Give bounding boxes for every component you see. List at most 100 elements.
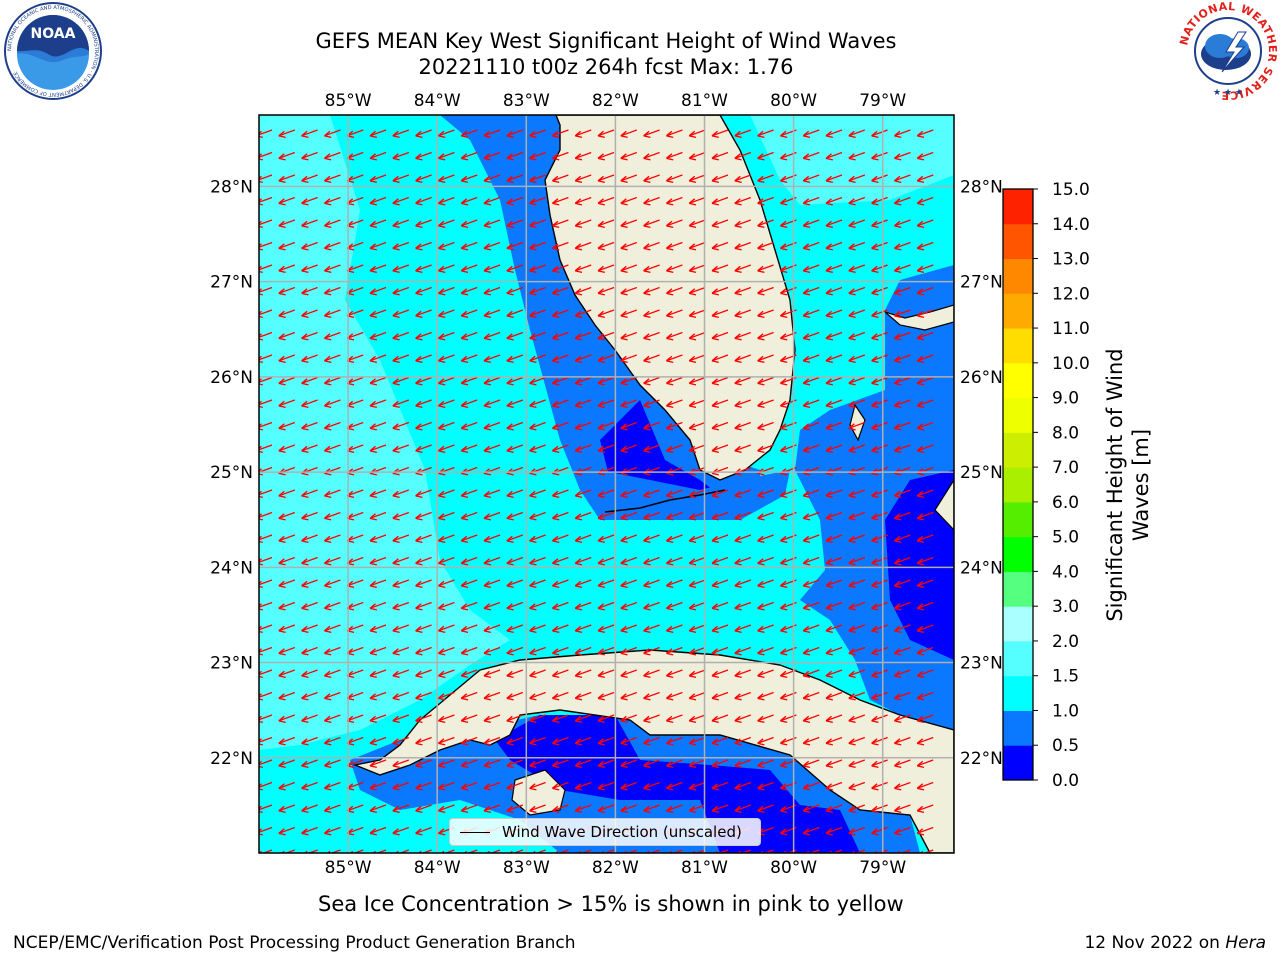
wave-direction-arrow [438, 264, 455, 274]
wave-direction-arrow [757, 534, 774, 544]
wave-direction-arrow [848, 354, 866, 364]
wave-direction-arrow [711, 151, 729, 161]
lon-label-bottom: 82°W [592, 858, 639, 878]
wave-direction-arrow [688, 286, 706, 296]
wave-direction-arrow [848, 489, 866, 499]
colorbar-segment [1003, 710, 1033, 746]
colorbar-tick-label: 4.0 [1052, 562, 1079, 582]
wave-direction-arrow [734, 309, 752, 319]
colorbar-segment [1003, 293, 1033, 329]
wave-direction-arrow [757, 331, 774, 341]
chart-title: GEFS MEAN Key West Significant Height of… [315, 29, 897, 53]
wave-direction-arrow [688, 624, 706, 634]
wave-direction-arrow [894, 421, 911, 431]
wave-direction-arrow [666, 804, 683, 814]
colorbar-tick-label: 11.0 [1052, 319, 1090, 339]
wave-direction-arrow [506, 286, 524, 296]
wave-direction-arrow [871, 736, 888, 746]
wave-direction-arrow [825, 196, 843, 206]
wave-direction-arrow [757, 421, 774, 431]
wave-direction-arrow [848, 579, 866, 589]
wave-direction-arrow [392, 196, 410, 206]
wave-direction-arrow [483, 286, 501, 296]
wave-direction-arrow [894, 376, 911, 386]
legend-label: Wind Wave Direction (unscaled) [502, 823, 742, 841]
wave-direction-arrow [597, 714, 615, 724]
wave-direction-arrow [666, 354, 683, 364]
wave-direction-arrow [438, 579, 455, 589]
wave-direction-arrow [825, 309, 843, 319]
wave-direction-arrow [688, 376, 706, 386]
wave-direction-arrow [278, 421, 296, 431]
wave-direction-arrow [734, 736, 752, 746]
wave-direction-arrow [688, 174, 706, 184]
wave-direction-arrow [894, 264, 911, 274]
wave-direction-arrow [278, 331, 296, 341]
wave-direction-arrow [757, 309, 774, 319]
wave-direction-arrow [666, 286, 683, 296]
wave-direction-arrow [301, 174, 318, 184]
wave-direction-arrow [688, 669, 706, 679]
wave-direction-arrow [643, 151, 660, 161]
wave-direction-arrow [643, 511, 660, 521]
wave-direction-arrow [278, 309, 296, 319]
wave-direction-arrow [916, 376, 934, 386]
wave-direction-arrow [757, 759, 774, 769]
wave-direction-arrow [529, 669, 546, 679]
wave-direction-arrow [483, 669, 501, 679]
wave-direction-arrow [802, 714, 820, 724]
wave-direction-arrow [643, 421, 660, 431]
wave-direction-arrow [574, 669, 592, 679]
wave-direction-arrow [506, 309, 524, 319]
wave-direction-arrow [529, 759, 546, 769]
wave-direction-arrow [415, 421, 432, 431]
wave-direction-arrow [734, 781, 752, 791]
colorbar-segment [1003, 675, 1033, 711]
wave-direction-arrow [894, 219, 911, 229]
wave-direction-arrow [483, 151, 501, 161]
lat-label-right: 22°N [960, 749, 1003, 769]
wave-direction-arrow [734, 174, 752, 184]
wave-direction-arrow [392, 534, 410, 544]
colorbar-segment [1003, 467, 1033, 503]
wave-direction-arrow [552, 691, 569, 701]
wave-direction-arrow [711, 534, 729, 544]
lat-label-right: 23°N [960, 654, 1003, 674]
wave-direction-arrow [871, 421, 888, 431]
wave-direction-arrow [916, 444, 934, 454]
wave-direction-arrow [802, 624, 820, 634]
wave-direction-arrow [392, 241, 410, 251]
wave-direction-arrow [620, 781, 638, 791]
wave-direction-arrow [894, 241, 911, 251]
wave-direction-arrow [666, 241, 683, 251]
wave-direction-arrow [757, 646, 774, 656]
lat-label-left: 22°N [210, 749, 253, 769]
wave-direction-arrow [278, 804, 296, 814]
wave-direction-arrow [506, 399, 524, 409]
wave-direction-arrow [666, 646, 683, 656]
colorbar-frame [1002, 188, 1034, 781]
wave-direction-arrow [848, 286, 866, 296]
wave-direction-arrow [597, 759, 615, 769]
wave-direction-arrow [301, 826, 318, 836]
wave-direction-arrow [734, 376, 752, 386]
wave-direction-arrow [916, 736, 934, 746]
wave-direction-arrow [848, 264, 866, 274]
wave-direction-arrow [552, 804, 569, 814]
wave-direction-arrow [392, 759, 410, 769]
wave-direction-arrow [711, 489, 729, 499]
wave-direction-arrow [711, 241, 729, 251]
wave-direction-arrow [688, 354, 706, 364]
wave-direction-arrow [483, 534, 501, 544]
wave-direction-arrow [711, 646, 729, 656]
wave-direction-arrow [438, 601, 455, 611]
wave-direction-arrow [392, 736, 410, 746]
wave-direction-arrow [916, 196, 934, 206]
wave-direction-arrow [552, 264, 569, 274]
wave-direction-arrow [460, 309, 478, 319]
wave-direction-arrow [666, 601, 683, 611]
wave-direction-arrow [871, 804, 888, 814]
wave-direction-arrow [871, 489, 888, 499]
wave-direction-arrow [369, 241, 387, 251]
wave-direction-arrow [643, 601, 660, 611]
